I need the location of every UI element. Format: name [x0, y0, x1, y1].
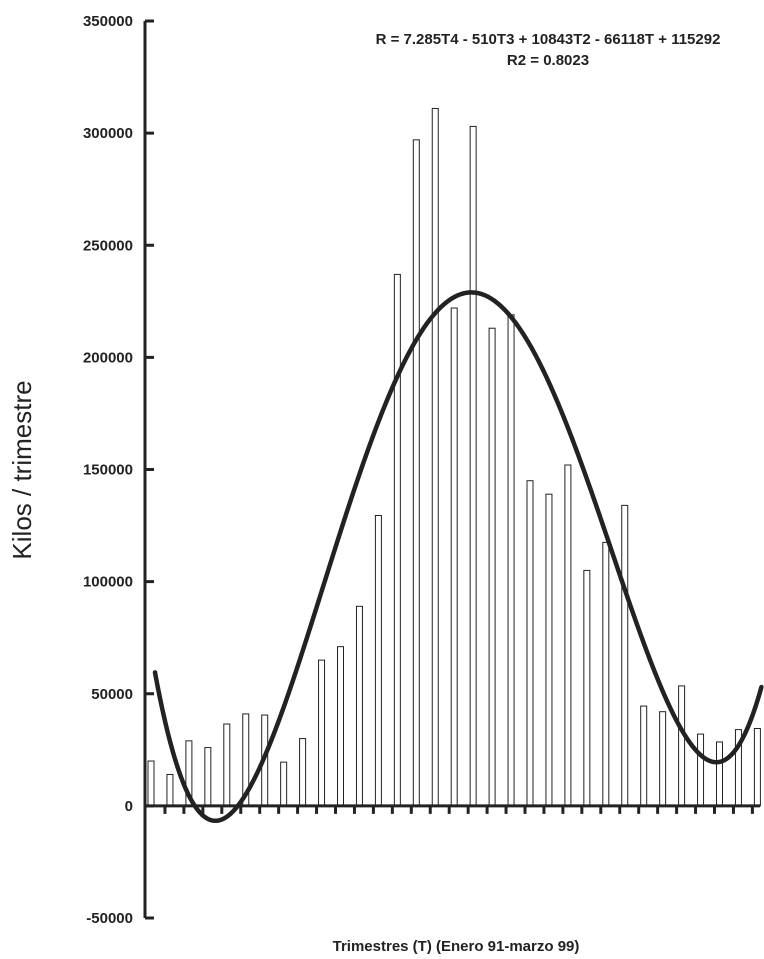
bar: [299, 738, 307, 807]
bar: [602, 541, 610, 807]
bar: [753, 728, 761, 807]
y-tick-label: 250000: [83, 237, 133, 254]
bar: [621, 504, 629, 807]
bar: [507, 314, 515, 807]
bar: [355, 605, 363, 807]
bar: [469, 125, 477, 807]
bar: [697, 733, 705, 807]
bar: [564, 464, 572, 807]
bar: [318, 659, 326, 807]
bar: [337, 646, 344, 807]
bar: [374, 514, 382, 807]
bar: [583, 569, 591, 807]
y-tick-label: 150000: [83, 462, 133, 479]
y-tick-label: 350000: [83, 13, 133, 30]
bar: [450, 307, 458, 807]
bar: [204, 747, 212, 807]
bar: [659, 711, 667, 807]
bar: [716, 741, 723, 807]
bar: [431, 107, 439, 807]
y-tick-label: 100000: [83, 574, 133, 591]
y-axis-title: Kilos / trimestre: [7, 380, 37, 559]
bar: [393, 273, 401, 807]
x-axis-title: Trimestres (T) (Enero 91-marzo 99): [333, 938, 580, 955]
bar: [147, 760, 155, 807]
y-tick-label: -50000: [86, 910, 133, 927]
bar: [412, 139, 420, 807]
bar: [166, 773, 174, 807]
trend-line: [152, 290, 764, 824]
bar: [488, 327, 496, 807]
bar: [223, 723, 231, 807]
y-tick-label: 200000: [83, 349, 133, 366]
bar: [545, 493, 553, 807]
bar: [526, 480, 534, 807]
bar: [678, 685, 686, 807]
y-tick-label: 0: [125, 798, 133, 815]
equation-annotation: R = 7.285T4 - 510T3 + 10843T2 - 66118T +…: [376, 31, 721, 48]
y-axis-ticks: 350000 300000 250000 200000 150000 100000 5000…: [83, 13, 154, 927]
bar: [640, 705, 648, 807]
bar: [280, 761, 288, 807]
y-tick-label: 50000: [91, 686, 133, 703]
r2-annotation: R2 = 0.8023: [507, 52, 589, 69]
y-tick-label: 300000: [83, 125, 133, 142]
